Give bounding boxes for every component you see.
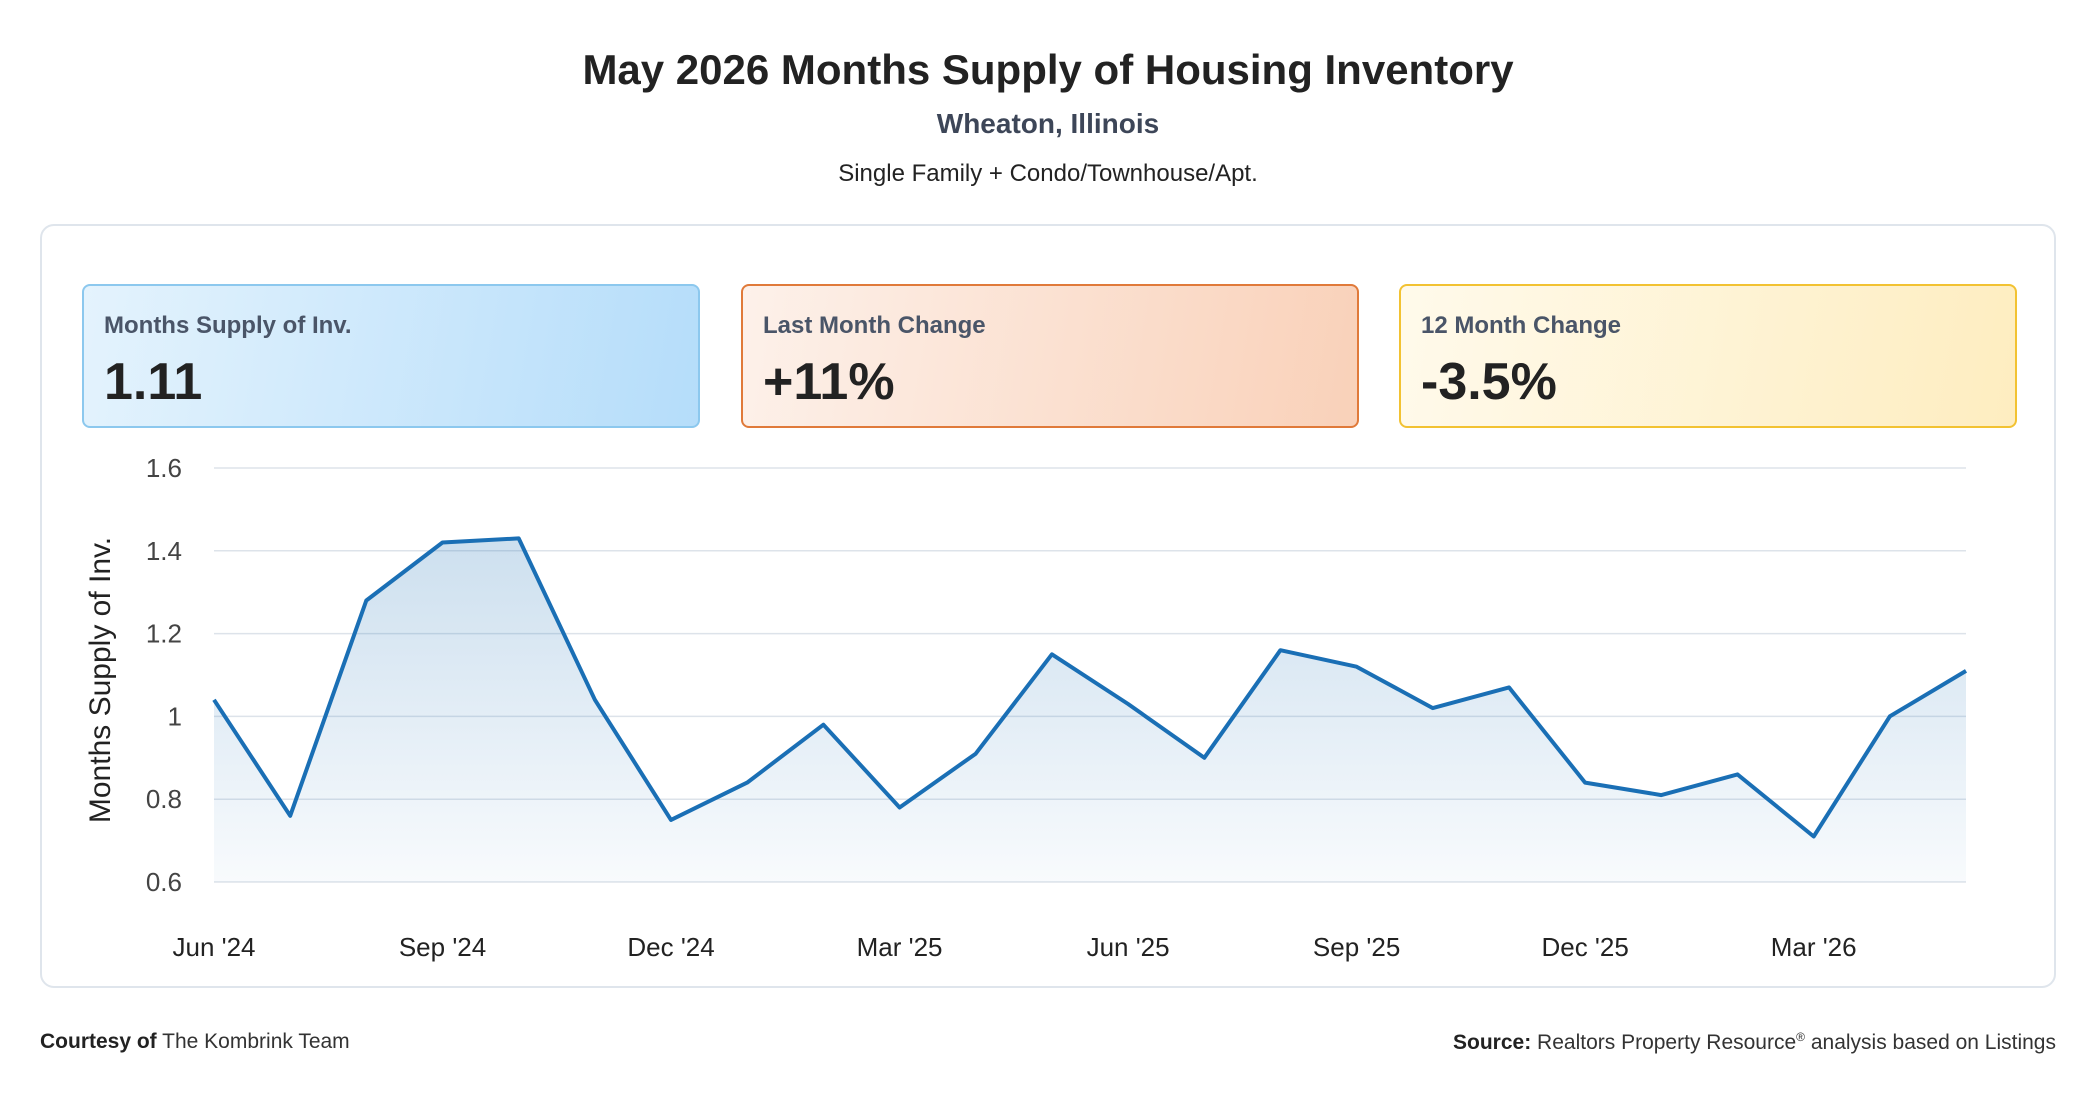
supply-area-chart: 0.6 0.8 1 1.2 1.4 1.6 Jun '24 Sep '24 Dec '24 Ma… [84,453,1968,962]
courtesy-note: Courtesy of The Kombrink Team [40,1030,350,1054]
x-tick-label: Dec '24 [627,932,714,962]
y-tick-label: 0.6 [146,867,182,897]
y-tick-label: 1.4 [146,536,182,566]
registered-mark: ® [1796,1030,1805,1044]
twelve-month-change-card: 12 Month Change -3.5% [1399,284,2017,428]
x-tick-label: Mar '26 [1771,932,1857,962]
months-supply-card: Months Supply of Inv. 1.11 [82,284,700,428]
twelve-month-change-label: 12 Month Change [1421,312,1622,339]
courtesy-label: Courtesy of [40,1030,157,1053]
y-axis-ticks: 0.6 0.8 1 1.2 1.4 1.6 [146,453,182,897]
source-note: Source: Realtors Property Resource® anal… [1453,1030,2056,1055]
last-month-change-value: +11% [763,353,895,411]
page-title: May 2026 Months Supply of Housing Invent… [582,46,1514,93]
months-supply-value: 1.11 [104,353,203,411]
y-tick-label: 1.6 [146,453,182,483]
source-label: Source: [1453,1031,1532,1054]
x-tick-label: Jun '25 [1087,932,1170,962]
y-axis-label: Months Supply of Inv. [84,537,117,823]
property-segment: Single Family + Condo/Townhouse/Apt. [838,160,1258,187]
y-tick-label: 1.2 [146,619,182,649]
last-month-change-label: Last Month Change [763,312,986,339]
x-tick-label: Sep '24 [399,932,486,962]
source-text: Realtors Property Resource [1537,1031,1797,1054]
y-tick-label: 0.8 [146,784,182,814]
last-month-change-card: Last Month Change +11% [741,284,1359,428]
x-tick-label: Jun '24 [172,932,255,962]
x-tick-label: Dec '25 [1541,932,1628,962]
series-line [212,536,1968,839]
x-axis-ticks: Jun '24 Sep '24 Dec '24 Mar '25 Jun '25 Sep '… [172,932,1856,962]
y-tick-label: 1 [168,701,182,731]
courtesy-name: The Kombrink Team [162,1030,350,1053]
series-area [214,538,1966,882]
source-text-suffix: analysis based on Listings [1805,1031,2056,1054]
twelve-month-change-value: -3.5% [1421,353,1557,411]
x-tick-label: Sep '25 [1313,932,1400,962]
location-subtitle: Wheaton, Illinois [936,108,1160,139]
months-supply-label: Months Supply of Inv. [104,312,352,339]
x-tick-label: Mar '25 [857,932,943,962]
